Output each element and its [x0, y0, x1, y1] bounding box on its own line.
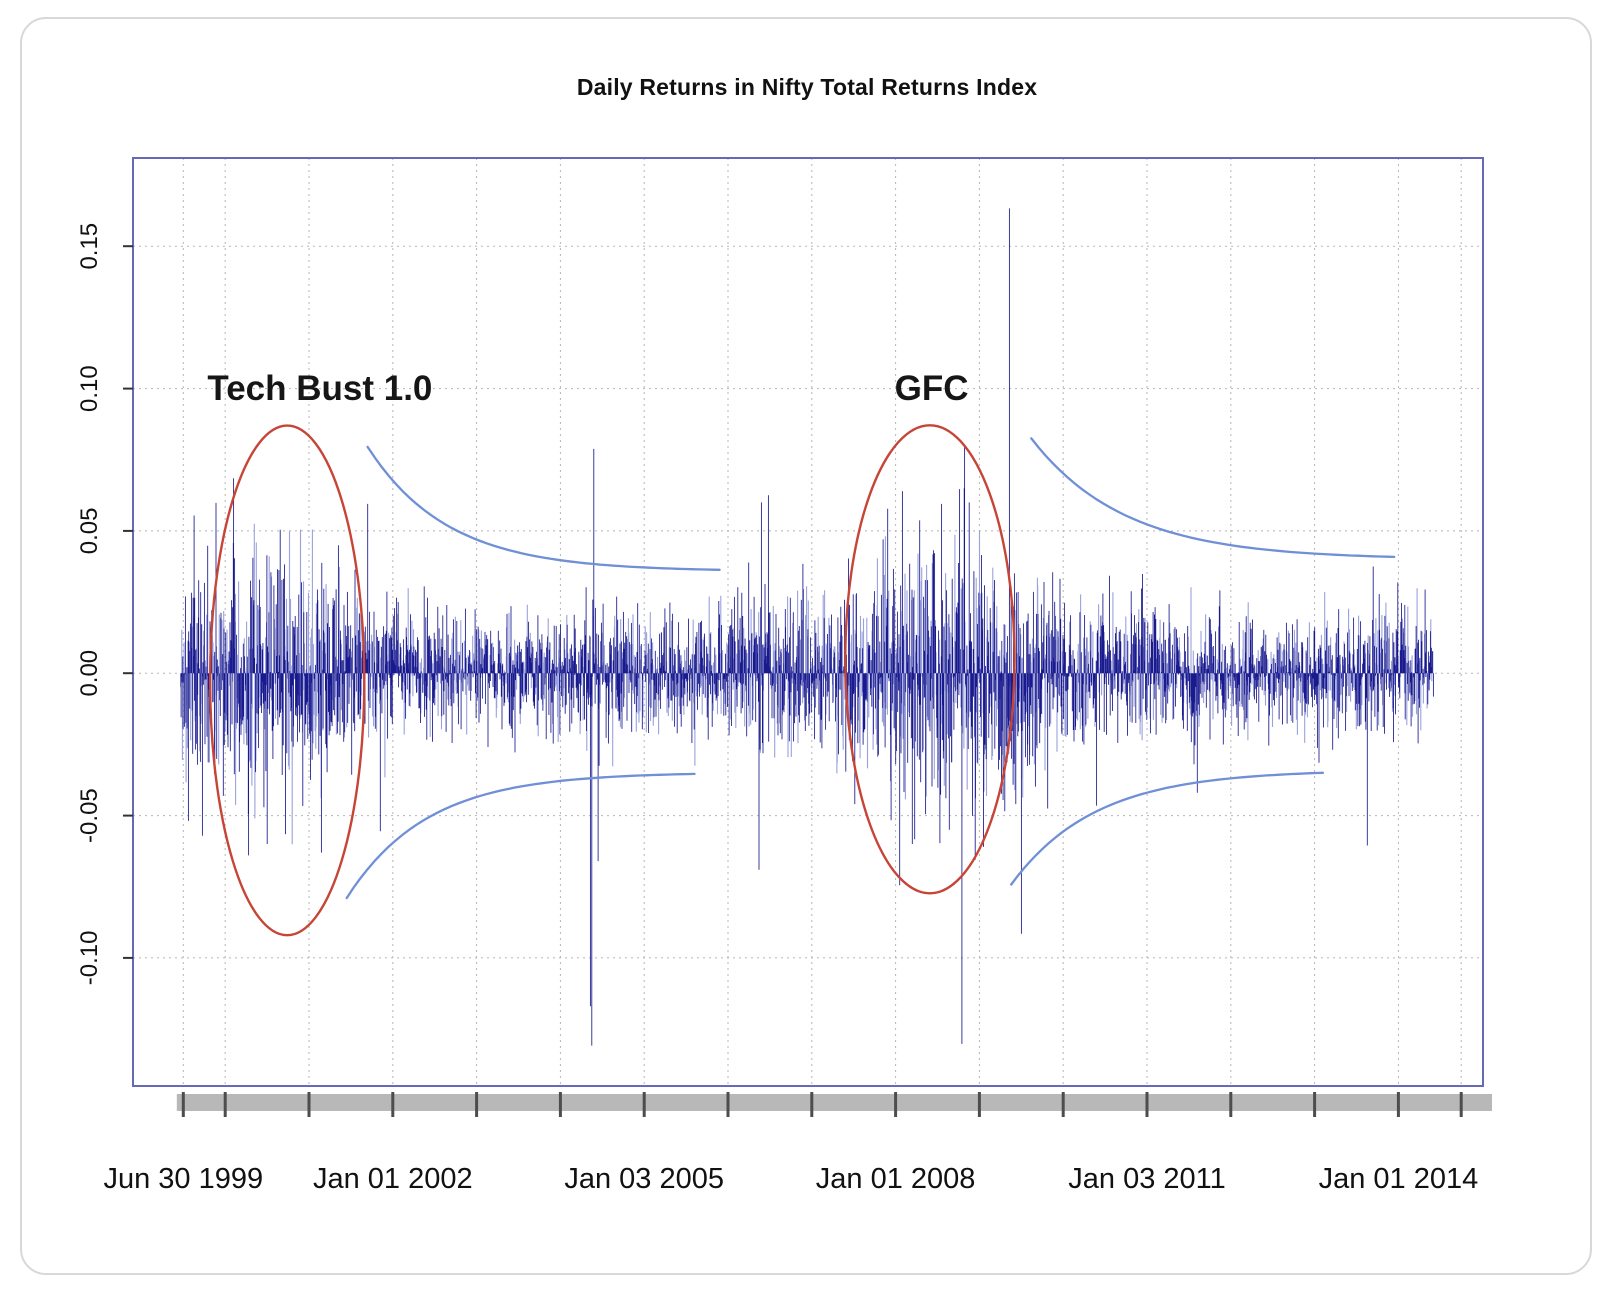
- x-axis-band: [176, 1094, 1492, 1111]
- annotation-1: GFC: [844, 369, 1016, 895]
- y-tick-label: 0.05: [76, 508, 103, 555]
- annotation-ellipse: [208, 424, 366, 937]
- x-axis: Jun 30 1999 Jan 01 2002 Jan 03 2005 Jan 01 …: [103, 1092, 1492, 1195]
- annotation-label: Tech Bust 1.0: [207, 369, 432, 408]
- x-tick-label: Jan 01 2002: [313, 1163, 473, 1195]
- grid: [133, 158, 1483, 1086]
- annotation-ellipse: [844, 424, 1016, 895]
- x-tick-label: Jan 01 2014: [1319, 1163, 1479, 1195]
- daily-returns-bars: [180, 208, 1434, 1046]
- x-tick-label: Jan 03 2011: [1068, 1163, 1226, 1195]
- volatility-envelope-curves: [345, 437, 1396, 900]
- annotation-0: Tech Bust 1.0: [207, 369, 432, 937]
- y-tick-label: 0.15: [76, 223, 103, 270]
- y-tick-label: -0.05: [76, 788, 103, 843]
- y-tick-label: 0.10: [76, 365, 103, 412]
- y-tick-label: 0.00: [76, 650, 103, 697]
- x-tick-label: Jan 03 2005: [564, 1163, 724, 1195]
- chart-title: Daily Returns in Nifty Total Returns Ind…: [576, 74, 1038, 100]
- plot-border: [132, 157, 1484, 1087]
- x-tick-label: Jun 30 1999: [103, 1163, 263, 1195]
- annotation-label: GFC: [895, 369, 969, 408]
- x-tick-label: Jan 01 2008: [816, 1163, 976, 1195]
- y-tick-label: -0.10: [76, 931, 103, 986]
- y-axis: 0.15 0.10 0.05 0.00 -0.05 -0.10: [76, 223, 133, 985]
